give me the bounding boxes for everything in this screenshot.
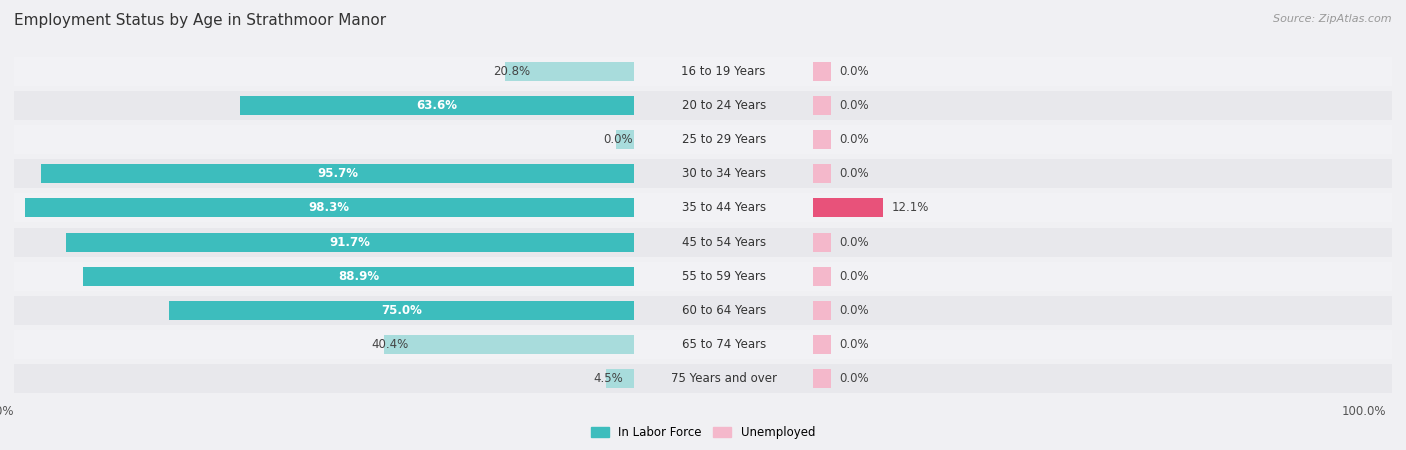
- Text: 100.0%: 100.0%: [1341, 405, 1386, 418]
- Text: 35 to 44 Years: 35 to 44 Years: [682, 202, 766, 214]
- Bar: [14, 91, 1254, 120]
- Text: 12.1%: 12.1%: [891, 202, 929, 214]
- Bar: [0, 262, 1406, 291]
- Bar: [235, 364, 1392, 393]
- Bar: [813, 198, 883, 217]
- Text: Source: ZipAtlas.com: Source: ZipAtlas.com: [1274, 14, 1392, 23]
- Bar: [813, 267, 831, 286]
- Text: 95.7%: 95.7%: [316, 167, 359, 180]
- Text: Employment Status by Age in Strathmoor Manor: Employment Status by Age in Strathmoor M…: [14, 14, 387, 28]
- Bar: [14, 330, 1254, 359]
- Bar: [0, 228, 1406, 256]
- Text: 63.6%: 63.6%: [416, 99, 457, 112]
- Bar: [14, 228, 1254, 256]
- Bar: [14, 159, 1254, 188]
- Bar: [0, 194, 1406, 222]
- Legend: In Labor Force, Unemployed: In Labor Force, Unemployed: [586, 422, 820, 444]
- Bar: [14, 194, 1254, 222]
- Text: 4.5%: 4.5%: [593, 373, 623, 385]
- Bar: [235, 91, 1392, 120]
- Text: 0.0%: 0.0%: [839, 133, 869, 146]
- Text: 60 to 64 Years: 60 to 64 Years: [682, 304, 766, 317]
- Bar: [14, 364, 1254, 393]
- Bar: [813, 130, 831, 149]
- Bar: [813, 335, 831, 354]
- Bar: [235, 228, 1392, 256]
- Bar: [384, 335, 634, 354]
- Bar: [235, 57, 1392, 86]
- Text: 25 to 29 Years: 25 to 29 Years: [682, 133, 766, 146]
- Bar: [14, 262, 1254, 291]
- Bar: [0, 125, 1406, 154]
- Text: 0.0%: 0.0%: [603, 133, 633, 146]
- Text: 0.0%: 0.0%: [839, 236, 869, 248]
- Bar: [14, 57, 1254, 86]
- Bar: [813, 62, 831, 81]
- Text: 20 to 24 Years: 20 to 24 Years: [682, 99, 766, 112]
- Bar: [235, 194, 1392, 222]
- Text: 45 to 54 Years: 45 to 54 Years: [682, 236, 766, 248]
- Bar: [66, 233, 634, 252]
- Bar: [813, 369, 831, 388]
- Bar: [813, 164, 831, 183]
- Bar: [0, 91, 1406, 120]
- Bar: [14, 125, 1254, 154]
- Text: 0.0%: 0.0%: [839, 65, 869, 77]
- Bar: [169, 301, 634, 320]
- Bar: [235, 330, 1392, 359]
- Bar: [0, 330, 1406, 359]
- Text: 16 to 19 Years: 16 to 19 Years: [682, 65, 766, 77]
- Bar: [505, 62, 634, 81]
- Bar: [14, 296, 1254, 325]
- Bar: [606, 369, 634, 388]
- Text: 0.0%: 0.0%: [839, 270, 869, 283]
- Text: 40.4%: 40.4%: [371, 338, 409, 351]
- Text: 0.0%: 0.0%: [839, 99, 869, 112]
- Text: 91.7%: 91.7%: [329, 236, 370, 248]
- Bar: [24, 198, 634, 217]
- Bar: [616, 130, 634, 149]
- Bar: [83, 267, 634, 286]
- Text: 30 to 34 Years: 30 to 34 Years: [682, 167, 766, 180]
- Text: 100.0%: 100.0%: [0, 405, 14, 418]
- Text: 55 to 59 Years: 55 to 59 Years: [682, 270, 766, 283]
- Bar: [235, 159, 1392, 188]
- Text: 0.0%: 0.0%: [839, 338, 869, 351]
- Bar: [0, 364, 1406, 393]
- Bar: [813, 96, 831, 115]
- Bar: [235, 262, 1392, 291]
- Text: 20.8%: 20.8%: [492, 65, 530, 77]
- Text: 65 to 74 Years: 65 to 74 Years: [682, 338, 766, 351]
- Bar: [0, 57, 1406, 86]
- Bar: [813, 301, 831, 320]
- Bar: [0, 296, 1406, 325]
- Text: 88.9%: 88.9%: [337, 270, 380, 283]
- Bar: [813, 233, 831, 252]
- Text: 0.0%: 0.0%: [839, 167, 869, 180]
- Text: 0.0%: 0.0%: [839, 304, 869, 317]
- Bar: [0, 159, 1406, 188]
- Text: 75 Years and over: 75 Years and over: [671, 373, 776, 385]
- Text: 0.0%: 0.0%: [839, 373, 869, 385]
- Text: 98.3%: 98.3%: [309, 202, 350, 214]
- Bar: [240, 96, 634, 115]
- Text: 75.0%: 75.0%: [381, 304, 422, 317]
- Bar: [235, 296, 1392, 325]
- Bar: [235, 125, 1392, 154]
- Bar: [41, 164, 634, 183]
